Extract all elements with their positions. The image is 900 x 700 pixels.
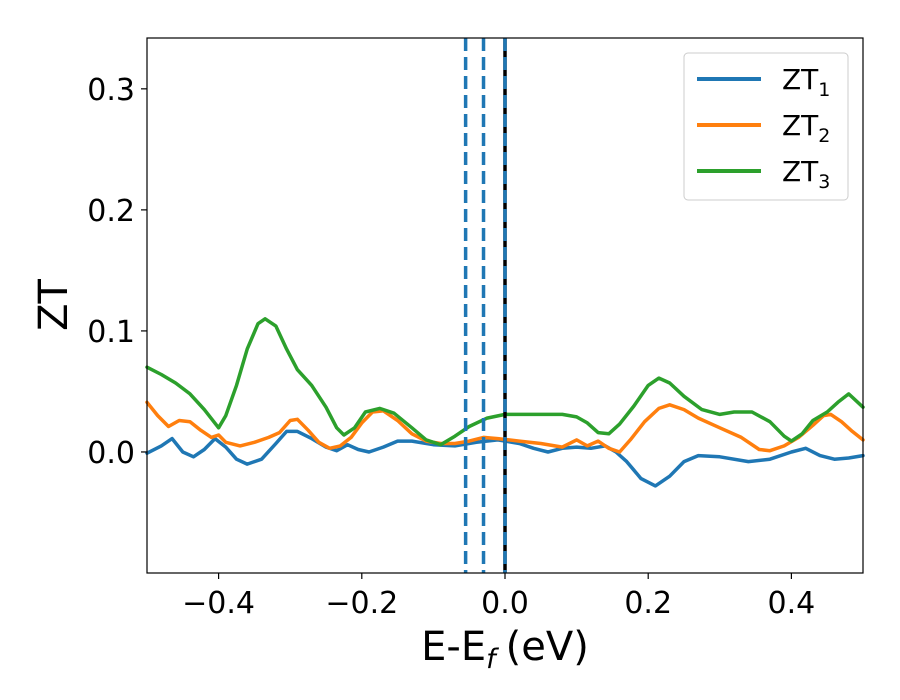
x-tick-label: 0.0 xyxy=(481,586,529,621)
reference-lines xyxy=(463,38,507,573)
x-axis-ticks: −0.4 −0.2 0.0 0.2 0.4 xyxy=(182,573,815,621)
legend-label-zt1: ZT1 xyxy=(782,63,830,101)
legend-label-zt3: ZT3 xyxy=(782,155,830,193)
y-axis-title: ZT xyxy=(31,279,77,331)
y-tick-label: 0.1 xyxy=(87,315,135,350)
y-tick-label: 0.3 xyxy=(87,73,135,108)
legend-box xyxy=(683,52,849,201)
series-line-zt3 xyxy=(145,317,865,447)
series-line-zt2 xyxy=(145,400,865,454)
y-tick-label: 0.2 xyxy=(87,194,135,229)
legend: ZT1 ZT2 ZT3 xyxy=(683,52,849,201)
x-tick-label: −0.2 xyxy=(325,586,398,621)
y-tick-label: 0.0 xyxy=(87,436,135,471)
x-tick-label: −0.4 xyxy=(182,586,255,621)
x-tick-label: 0.4 xyxy=(768,586,816,621)
y-axis-ticks: 0.0 0.1 0.2 0.3 xyxy=(87,73,147,471)
x-axis-title: E-Ef (eV) xyxy=(421,624,589,675)
legend-label-zt2: ZT2 xyxy=(782,109,830,147)
x-tick-label: 0.2 xyxy=(624,586,672,621)
